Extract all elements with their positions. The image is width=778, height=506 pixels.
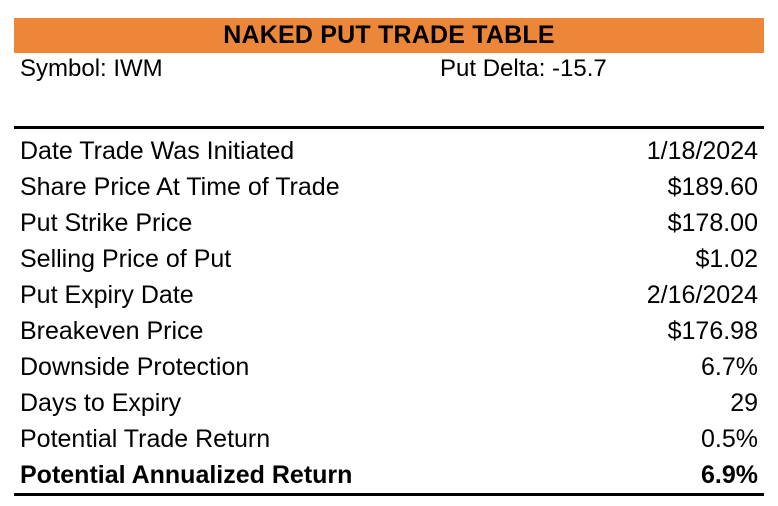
table-row: Potential Trade Return 0.5% [14,421,764,457]
table-row: Downside Protection 6.7% [14,349,764,385]
row-value: 6.9% [701,460,758,489]
row-label: Put Strike Price [20,208,193,237]
table-row: Share Price At Time of Trade $189.60 [14,169,764,205]
table-row: Selling Price of Put $1.02 [14,241,764,277]
row-label: Selling Price of Put [20,244,232,273]
row-value: 1/18/2024 [646,136,758,165]
table-row: Put Strike Price $178.00 [14,205,764,241]
table-title: NAKED PUT TRADE TABLE [14,18,764,53]
trade-details-table: Date Trade Was Initiated 1/18/2024 Share P… [14,126,764,496]
spacer [14,89,764,126]
table-row: Potential Annualized Return 6.9% [14,457,764,493]
trade-table-sheet: NAKED PUT TRADE TABLE Symbol: IWM Put De… [14,18,764,496]
table-row: Breakeven Price $176.98 [14,313,764,349]
row-value: $176.98 [667,316,758,345]
table-row: Days to Expiry 29 [14,385,764,421]
row-label: Put Expiry Date [20,280,194,309]
row-label: Share Price At Time of Trade [20,172,340,201]
row-label: Potential Trade Return [20,424,271,453]
row-value: 6.7% [701,352,758,381]
meta-row: Symbol: IWM Put Delta: -15.7 [14,53,764,89]
row-label: Downside Protection [20,352,250,381]
row-value: 0.5% [701,424,758,453]
row-value: $178.00 [667,208,758,237]
row-value: 29 [730,388,758,417]
row-label: Date Trade Was Initiated [20,136,295,165]
row-value: $1.02 [695,244,758,273]
row-label: Potential Annualized Return [20,460,353,489]
row-label: Days to Expiry [20,388,182,417]
row-value: $189.60 [667,172,758,201]
row-value: 2/16/2024 [646,280,758,309]
table-row: Put Expiry Date 2/16/2024 [14,277,764,313]
symbol-label: Symbol: IWM [20,55,163,82]
table-row: Date Trade Was Initiated 1/18/2024 [14,133,764,169]
put-delta-label: Put Delta: -15.7 [440,55,607,82]
row-label: Breakeven Price [20,316,204,345]
